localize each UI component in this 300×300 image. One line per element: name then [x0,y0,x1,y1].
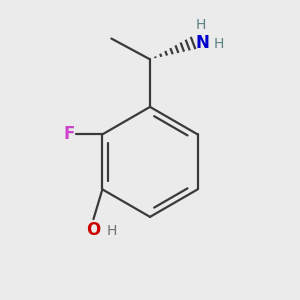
Text: O: O [86,220,100,238]
Text: H: H [107,224,117,239]
Text: H: H [213,38,224,52]
Text: H: H [196,18,206,32]
Text: F: F [63,125,74,143]
Text: N: N [196,34,209,52]
